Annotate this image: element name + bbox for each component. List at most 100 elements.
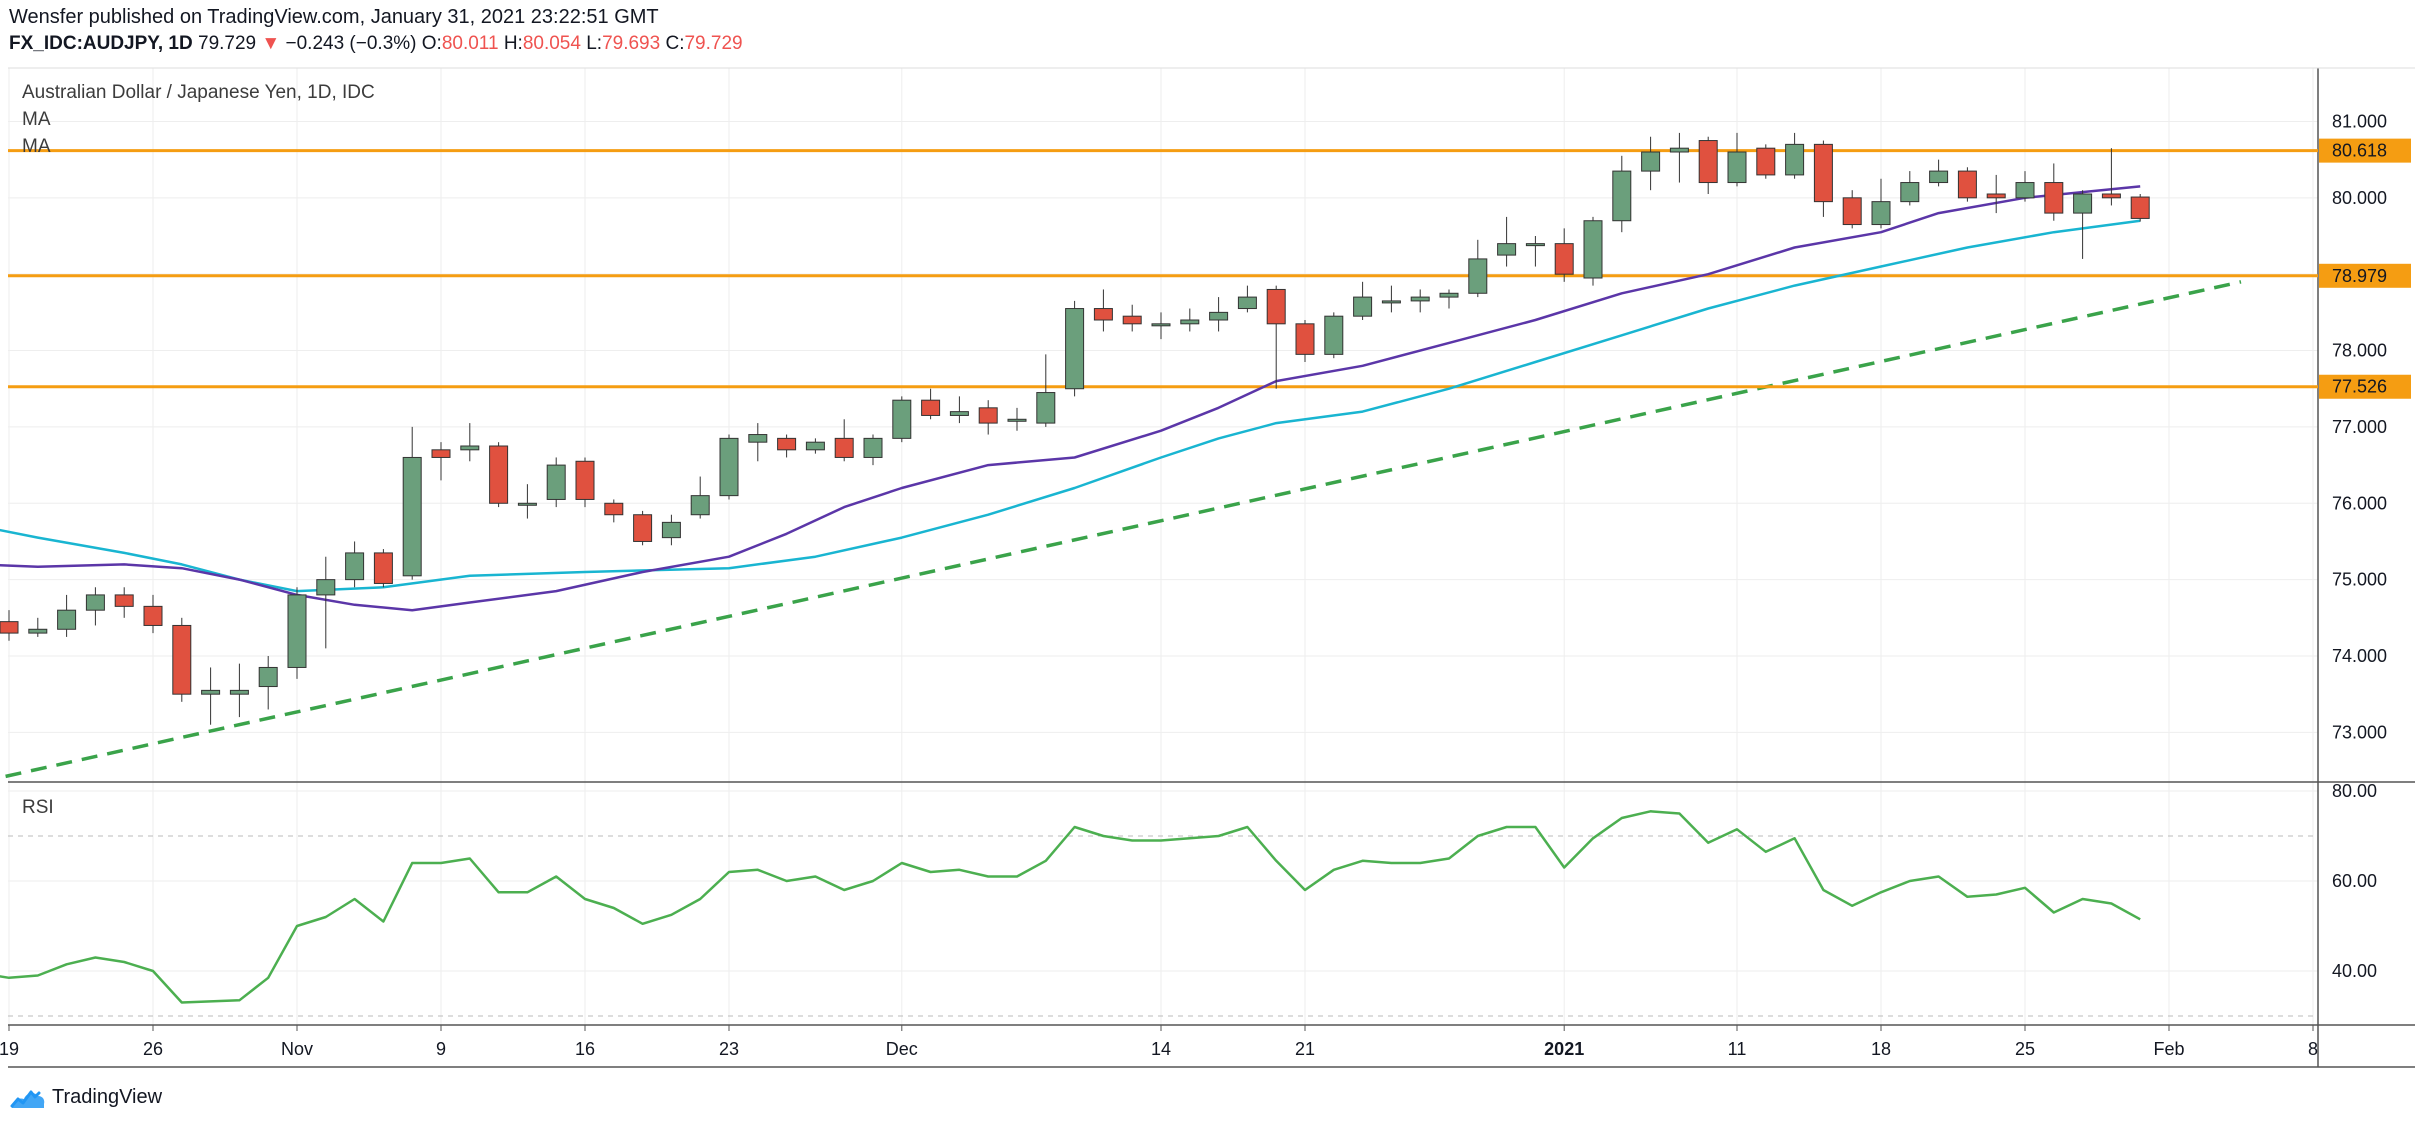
- candle[interactable]: [949, 396, 969, 424]
- candle-body: [1266, 288, 1286, 325]
- candle[interactable]: [2101, 148, 2121, 206]
- open-label: O:: [421, 33, 442, 54]
- candle-body: [863, 437, 883, 458]
- symbol-name[interactable]: FX_IDC:AUDJPY, 1D: [9, 33, 193, 54]
- candle[interactable]: [114, 587, 134, 618]
- candle[interactable]: [1756, 144, 1776, 179]
- candle[interactable]: [2073, 190, 2093, 259]
- candle[interactable]: [1180, 308, 1200, 332]
- candle[interactable]: [575, 457, 595, 508]
- candle[interactable]: [229, 663, 249, 718]
- candle[interactable]: [489, 442, 509, 508]
- candle[interactable]: [834, 419, 854, 462]
- candle[interactable]: [345, 541, 365, 588]
- level-price-tag[interactable]: [2319, 263, 2411, 288]
- brand-name: TradingView: [52, 1086, 163, 1108]
- candle[interactable]: [1871, 178, 1891, 229]
- candle[interactable]: [143, 594, 163, 634]
- candle[interactable]: [1842, 190, 1862, 229]
- candle[interactable]: [863, 434, 883, 466]
- candle[interactable]: [1266, 285, 1286, 389]
- candle[interactable]: [2044, 163, 2064, 221]
- candle-body: [1497, 243, 1517, 256]
- candle[interactable]: [978, 400, 998, 435]
- candle[interactable]: [690, 476, 710, 519]
- candle[interactable]: [1900, 171, 1920, 206]
- candles: [0, 132, 2150, 725]
- candle[interactable]: [1065, 300, 1085, 397]
- candle[interactable]: [719, 434, 739, 500]
- candle-body: [114, 594, 134, 607]
- candle[interactable]: [1007, 407, 1027, 431]
- candle[interactable]: [1727, 132, 1747, 187]
- candle[interactable]: [287, 587, 307, 679]
- publisher-line: Wensfer published on TradingView.com, Ja…: [9, 6, 659, 28]
- legend-rsi[interactable]: RSI: [22, 797, 54, 818]
- candle[interactable]: [1929, 159, 1949, 187]
- level-price-tag[interactable]: [2319, 138, 2411, 163]
- candle[interactable]: [1785, 132, 1805, 179]
- candle[interactable]: [1151, 312, 1171, 340]
- tradingview-brand[interactable]: TradingView: [10, 1086, 162, 1109]
- candle[interactable]: [460, 423, 480, 462]
- candle[interactable]: [1525, 236, 1545, 267]
- level-price-tag[interactable]: [2319, 374, 2411, 399]
- candle[interactable]: [1353, 281, 1373, 320]
- candle[interactable]: [604, 499, 624, 523]
- candle[interactable]: [1957, 167, 1977, 202]
- candle[interactable]: [1554, 228, 1574, 282]
- rsi-line[interactable]: [0, 810, 2141, 1004]
- candle[interactable]: [1381, 285, 1401, 313]
- candle[interactable]: [172, 617, 192, 702]
- candle-body: [1093, 308, 1113, 321]
- candle[interactable]: [661, 514, 681, 546]
- candle[interactable]: [1669, 132, 1689, 183]
- candle[interactable]: [517, 484, 537, 519]
- candle[interactable]: [777, 434, 797, 458]
- candle[interactable]: [921, 388, 941, 420]
- candle[interactable]: [1612, 155, 1632, 233]
- candle[interactable]: [1641, 136, 1661, 191]
- candle[interactable]: [1583, 216, 1603, 286]
- candle[interactable]: [57, 594, 77, 637]
- candle[interactable]: [316, 556, 336, 649]
- candle[interactable]: [85, 587, 105, 626]
- candle[interactable]: [748, 423, 768, 462]
- candle[interactable]: [1209, 297, 1229, 332]
- candle-body: [978, 407, 998, 424]
- candle-body: [1929, 170, 1949, 184]
- candle[interactable]: [633, 510, 653, 546]
- candle[interactable]: [258, 656, 278, 710]
- candle[interactable]: [1410, 289, 1430, 313]
- candle[interactable]: [1698, 136, 1718, 194]
- candle[interactable]: [201, 667, 221, 725]
- legend-ma-slow[interactable]: MA: [22, 136, 51, 157]
- candle[interactable]: [1093, 289, 1113, 332]
- candle[interactable]: [1036, 354, 1056, 427]
- candle[interactable]: [431, 442, 451, 481]
- candle[interactable]: [1295, 320, 1315, 362]
- candle[interactable]: [1497, 216, 1517, 267]
- candle[interactable]: [546, 457, 566, 508]
- candle[interactable]: [1986, 174, 2006, 214]
- candle[interactable]: [0, 610, 19, 641]
- candle[interactable]: [402, 426, 422, 580]
- candle[interactable]: [1439, 289, 1459, 309]
- price-axis-label: 75.000: [2332, 570, 2387, 590]
- trend-line[interactable]: [0, 280, 2242, 782]
- ma-fast-line[interactable]: [0, 185, 2141, 612]
- candle[interactable]: [2130, 194, 2150, 222]
- candle[interactable]: [1324, 312, 1344, 359]
- candle[interactable]: [2015, 171, 2035, 202]
- candle-body: [1036, 392, 1056, 424]
- candle[interactable]: [1813, 140, 1833, 217]
- candle[interactable]: [28, 617, 48, 637]
- candle[interactable]: [373, 549, 393, 588]
- candle[interactable]: [1468, 239, 1488, 298]
- candle[interactable]: [805, 438, 825, 454]
- legend-ma-fast[interactable]: MA: [22, 109, 51, 130]
- candle[interactable]: [1122, 304, 1142, 332]
- candle[interactable]: [892, 396, 912, 443]
- candle[interactable]: [1237, 285, 1257, 313]
